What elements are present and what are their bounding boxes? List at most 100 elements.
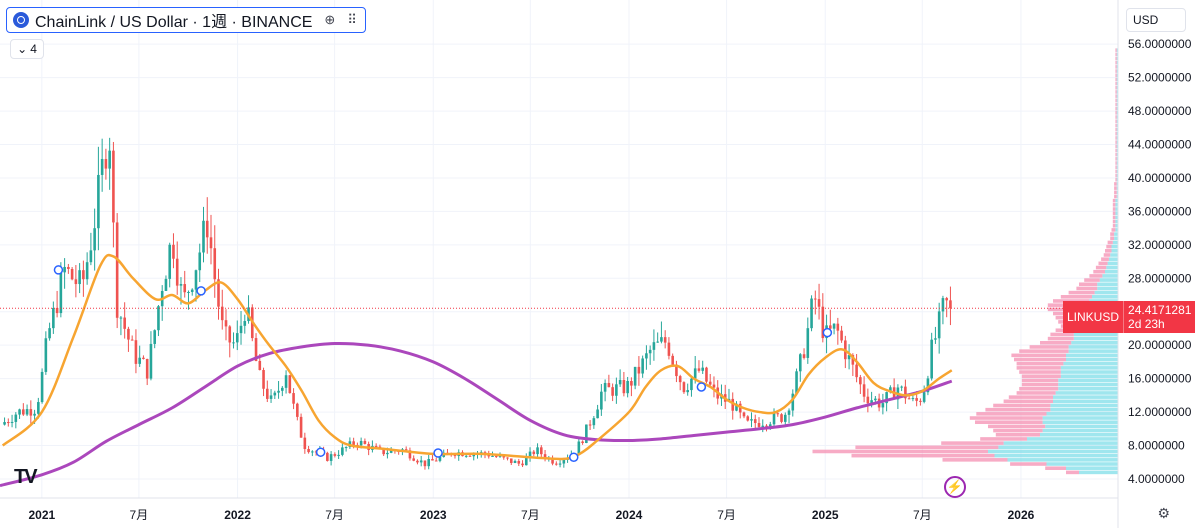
chart-grid: [0, 0, 1118, 498]
candle-body: [885, 392, 888, 404]
volume-bar-down: [1047, 336, 1074, 341]
volume-bar-down: [1019, 386, 1059, 391]
volume-bar-down: [1021, 378, 1059, 383]
volume-bar-up: [1116, 131, 1118, 136]
volume-bar-down: [1115, 73, 1117, 78]
candle-body: [108, 150, 111, 169]
volume-bar-down: [976, 412, 1047, 416]
candle-body: [513, 460, 517, 463]
volume-bar-up: [1097, 286, 1118, 291]
candle-body: [82, 270, 85, 280]
volume-bar-up: [1066, 357, 1118, 362]
volume-bar-down: [1084, 278, 1100, 282]
volume-bar-down: [993, 428, 1043, 433]
candle-body: [175, 258, 179, 286]
candle-body: [795, 371, 798, 394]
volume-bar-up: [1050, 403, 1118, 408]
candle-body: [874, 398, 877, 401]
candle-body: [746, 416, 750, 421]
volume-bar-up: [998, 445, 1118, 450]
candle-body: [585, 424, 588, 444]
candle-body: [168, 244, 172, 279]
candle-body: [911, 398, 915, 400]
volume-bar-up: [1116, 69, 1118, 73]
grid-dots-icon[interactable]: ⠿: [347, 12, 357, 27]
candle-body: [663, 337, 667, 343]
currency-select[interactable]: USD: [1126, 8, 1186, 32]
volume-bar-down: [1115, 69, 1117, 73]
volume-bar-up: [988, 449, 1118, 454]
volume-bar-up: [1116, 173, 1118, 178]
symbol-selector[interactable]: ChainLink / US Dollar · 1週 · BINANCE ⊕ ⠿: [6, 7, 366, 33]
candlestick-series: [3, 137, 952, 470]
volume-bar-down: [1106, 244, 1112, 249]
volume-bar-up: [1073, 332, 1118, 337]
candle-body: [686, 390, 689, 393]
candle-body: [870, 400, 873, 404]
volume-bar-down: [1111, 228, 1116, 232]
candle-body: [648, 349, 652, 354]
settings-gear-icon[interactable]: ⚙: [1157, 505, 1170, 521]
candle-body: [337, 454, 340, 456]
volume-bar-down: [1114, 186, 1117, 190]
candle-body: [675, 364, 678, 377]
compare-plus-icon[interactable]: ⊕: [324, 12, 336, 27]
volume-bar-down: [1016, 391, 1056, 395]
candle-body: [630, 381, 633, 386]
volume-bar-up: [1116, 140, 1118, 144]
volume-bar-down: [1115, 165, 1117, 169]
candle-body: [806, 328, 810, 358]
volume-bar-up: [1097, 282, 1118, 287]
volume-bar-up: [1116, 177, 1118, 182]
volume-bar-up: [1058, 378, 1118, 383]
volume-bar-down: [1115, 136, 1117, 140]
price-axis[interactable]: 4.0000000 8.0000000 12.0000000 16.0000000 20…: [1117, 0, 1192, 528]
volume-bar-down: [1114, 194, 1117, 199]
volume-bar-up: [1007, 458, 1118, 462]
volume-bar-up: [1116, 186, 1118, 190]
volume-bar-up: [1116, 157, 1118, 161]
volume-bar-up: [1116, 98, 1118, 103]
volume-bar-down: [1115, 157, 1117, 161]
volume-bar-down: [1115, 98, 1117, 103]
time-axis[interactable]: 2021 7月 2022 7月 2023 7月 2024 7月 2025 7月 2026: [0, 497, 1118, 522]
volume-bar-up: [1111, 244, 1118, 249]
tradingview-logo-icon[interactable]: TV: [14, 466, 38, 488]
volume-bar-up: [1066, 466, 1118, 470]
volume-bar-down: [993, 403, 1051, 408]
time-tick-label: 2024: [616, 508, 643, 522]
time-tick-label: 2025: [812, 508, 839, 522]
candle-body: [592, 418, 596, 426]
indicator-collapse-button[interactable]: ⌄ 4: [10, 39, 44, 59]
volume-bar-down: [942, 458, 1008, 462]
volume-bar-down: [1114, 182, 1117, 186]
candle-body: [731, 398, 735, 411]
volume-bar-down: [1115, 127, 1117, 132]
volume-bar-down: [1093, 269, 1105, 274]
lightning-icon[interactable]: ⚡: [944, 476, 966, 498]
volume-bar-up: [1071, 340, 1118, 345]
chevron-down-icon: ⌄: [17, 42, 28, 56]
volume-bar-down: [1107, 240, 1113, 245]
indicator-count: 4: [30, 42, 37, 56]
time-tick-label: 2026: [1008, 508, 1035, 522]
volume-bar-up: [1116, 123, 1118, 128]
candle-body: [945, 298, 948, 301]
ma-short-line: [1, 253, 953, 461]
candle-body: [904, 386, 907, 399]
candle-body: [281, 387, 284, 391]
candle-body: [581, 441, 584, 444]
event-markers[interactable]: [53, 265, 833, 462]
candle-body: [434, 460, 438, 462]
volume-bar-up: [1092, 295, 1118, 299]
volume-bar-up: [1116, 90, 1118, 94]
candle-body: [836, 323, 840, 331]
candle-body: [645, 353, 648, 359]
candle-body: [881, 403, 885, 408]
candle-body: [821, 306, 825, 339]
bar-countdown: 2d 23h: [1128, 317, 1165, 331]
candle-body: [558, 463, 562, 465]
volume-bar-down: [855, 445, 999, 450]
candle-body: [472, 453, 476, 457]
